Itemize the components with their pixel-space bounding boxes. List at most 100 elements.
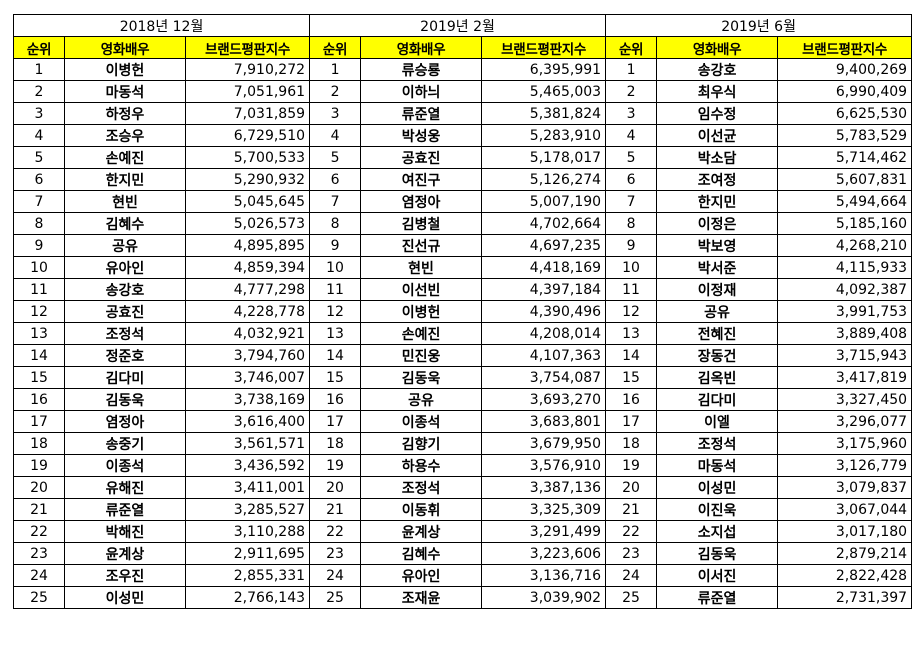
actor-name-cell: 송강호 bbox=[656, 58, 779, 81]
rank-cell: 2 bbox=[309, 80, 362, 103]
table-row: 9 공유 4,895,895 9 진선규 4,697,235 9 박보영 4,268,210 bbox=[13, 234, 913, 257]
actor-name-cell: 한지민 bbox=[656, 190, 779, 213]
table-row: 20 유해진 3,411,001 20 조정석 3,387,136 20 이성민 3,079,8… bbox=[13, 476, 913, 499]
rank-cell: 2 bbox=[605, 80, 658, 103]
table-row: 12 공효진 4,228,778 12 이병헌 4,390,496 12 공유 3,991,75… bbox=[13, 300, 913, 323]
score-cell: 3,683,801 bbox=[481, 410, 607, 433]
score-cell: 3,126,779 bbox=[777, 454, 913, 477]
score-cell: 5,007,190 bbox=[481, 190, 607, 213]
actor-name-cell: 하용수 bbox=[360, 454, 483, 477]
score-cell: 5,607,831 bbox=[777, 168, 913, 191]
table-row: 23 윤계상 2,911,695 23 김혜수 3,223,606 23 김동욱 2,879,2… bbox=[13, 542, 913, 565]
rank-cell: 2 bbox=[13, 80, 65, 103]
score-cell: 3,746,007 bbox=[184, 366, 311, 389]
score-cell: 4,268,210 bbox=[777, 234, 913, 257]
header-rank: 순위 bbox=[309, 36, 362, 59]
actor-name-cell: 진선규 bbox=[360, 234, 483, 257]
actor-name-cell: 이선빈 bbox=[360, 278, 483, 301]
rank-cell: 23 bbox=[605, 542, 658, 565]
actor-name-cell: 유해진 bbox=[64, 476, 186, 499]
actor-name-cell: 류준열 bbox=[360, 102, 483, 125]
score-cell: 3,110,288 bbox=[184, 520, 311, 543]
actor-name-cell: 마동석 bbox=[656, 454, 779, 477]
actor-name-cell: 이서진 bbox=[656, 564, 779, 587]
score-cell: 4,397,184 bbox=[481, 278, 607, 301]
actor-name-cell: 공효진 bbox=[64, 300, 186, 323]
score-cell: 4,107,363 bbox=[481, 344, 607, 367]
rank-cell: 22 bbox=[605, 520, 658, 543]
actor-name-cell: 이선균 bbox=[656, 124, 779, 147]
header-score: 브랜드평판지수 bbox=[184, 36, 311, 59]
actor-name-cell: 박해진 bbox=[64, 520, 186, 543]
actor-name-cell: 조정석 bbox=[64, 322, 186, 345]
score-cell: 3,039,902 bbox=[481, 586, 607, 609]
table-row: 2 마동석 7,051,961 2 이하늬 5,465,003 2 최우식 6,990,409 bbox=[13, 80, 913, 103]
actor-name-cell: 윤계상 bbox=[64, 542, 186, 565]
rank-cell: 3 bbox=[309, 102, 362, 125]
score-cell: 3,285,527 bbox=[184, 498, 311, 521]
actor-name-cell: 김다미 bbox=[64, 366, 186, 389]
rank-cell: 7 bbox=[605, 190, 658, 213]
score-cell: 4,032,921 bbox=[184, 322, 311, 345]
rank-cell: 16 bbox=[13, 388, 65, 411]
actor-name-cell: 김혜수 bbox=[360, 542, 483, 565]
table-row: 17 염정아 3,616,400 17 이종석 3,683,801 17 이엘 3,296,07… bbox=[13, 410, 913, 433]
table-row: 19 이종석 3,436,592 19 하용수 3,576,910 19 마동석 3,126,7… bbox=[13, 454, 913, 477]
header-rank: 순위 bbox=[13, 36, 65, 59]
rank-cell: 17 bbox=[309, 410, 362, 433]
score-cell: 3,387,136 bbox=[481, 476, 607, 499]
rank-cell: 14 bbox=[309, 344, 362, 367]
actor-name-cell: 유아인 bbox=[360, 564, 483, 587]
score-cell: 5,178,017 bbox=[481, 146, 607, 169]
score-cell: 3,223,606 bbox=[481, 542, 607, 565]
actor-name-cell: 이동휘 bbox=[360, 498, 483, 521]
rank-cell: 3 bbox=[605, 102, 658, 125]
score-cell: 5,185,160 bbox=[777, 212, 913, 235]
score-cell: 4,092,387 bbox=[777, 278, 913, 301]
table-row: 18 송중기 3,561,571 18 김향기 3,679,950 18 조정석 3,175,9… bbox=[13, 432, 913, 455]
actor-name-cell: 염정아 bbox=[64, 410, 186, 433]
actor-name-cell: 조정석 bbox=[360, 476, 483, 499]
rank-cell: 11 bbox=[309, 278, 362, 301]
table-body: 2018년 12월 2019년 2월 2019년 6월 순위 영화배우 브랜드평… bbox=[12, 14, 913, 609]
rank-cell: 25 bbox=[13, 586, 65, 609]
rank-cell: 9 bbox=[13, 234, 65, 257]
rank-cell: 24 bbox=[309, 564, 362, 587]
score-cell: 6,729,510 bbox=[184, 124, 311, 147]
actor-name-cell: 김병철 bbox=[360, 212, 483, 235]
actor-name-cell: 윤계상 bbox=[360, 520, 483, 543]
actor-name-cell: 박서준 bbox=[656, 256, 779, 279]
brand-reputation-table: 2018년 12월 2019년 2월 2019년 6월 순위 영화배우 브랜드평… bbox=[12, 14, 913, 609]
actor-name-cell: 조정석 bbox=[656, 432, 779, 455]
rank-cell: 4 bbox=[605, 124, 658, 147]
actor-name-cell: 이종석 bbox=[360, 410, 483, 433]
table-row: 3 하정우 7,031,859 3 류준열 5,381,824 3 임수정 6,625,530 bbox=[13, 102, 913, 125]
rank-cell: 11 bbox=[13, 278, 65, 301]
score-cell: 7,031,859 bbox=[184, 102, 311, 125]
score-cell: 4,115,933 bbox=[777, 256, 913, 279]
rank-cell: 9 bbox=[605, 234, 658, 257]
actor-name-cell: 공효진 bbox=[360, 146, 483, 169]
actor-name-cell: 조우진 bbox=[64, 564, 186, 587]
actor-name-cell: 이엘 bbox=[656, 410, 779, 433]
table-row: 7 현빈 5,045,645 7 염정아 5,007,190 7 한지민 5,494,664 bbox=[13, 190, 913, 213]
score-cell: 3,325,309 bbox=[481, 498, 607, 521]
score-cell: 3,296,077 bbox=[777, 410, 913, 433]
rank-cell: 7 bbox=[13, 190, 65, 213]
table-row: 6 한지민 5,290,932 6 여진구 5,126,274 6 조여정 5,607,831 bbox=[13, 168, 913, 191]
score-cell: 3,561,571 bbox=[184, 432, 311, 455]
score-cell: 5,126,274 bbox=[481, 168, 607, 191]
score-cell: 4,895,895 bbox=[184, 234, 311, 257]
rank-cell: 17 bbox=[605, 410, 658, 433]
rank-cell: 1 bbox=[605, 58, 658, 81]
score-cell: 5,045,645 bbox=[184, 190, 311, 213]
table-row: 16 김동욱 3,738,169 16 공유 3,693,270 16 김다미 3,327,45… bbox=[13, 388, 913, 411]
score-cell: 3,436,592 bbox=[184, 454, 311, 477]
actor-name-cell: 이하늬 bbox=[360, 80, 483, 103]
score-cell: 5,783,529 bbox=[777, 124, 913, 147]
column-header-row: 순위 영화배우 브랜드평판지수 순위 영화배우 브랜드평판지수 순위 영화배우 … bbox=[13, 36, 913, 59]
header-score: 브랜드평판지수 bbox=[481, 36, 607, 59]
rank-cell: 18 bbox=[13, 432, 65, 455]
score-cell: 2,879,214 bbox=[777, 542, 913, 565]
score-cell: 3,889,408 bbox=[777, 322, 913, 345]
